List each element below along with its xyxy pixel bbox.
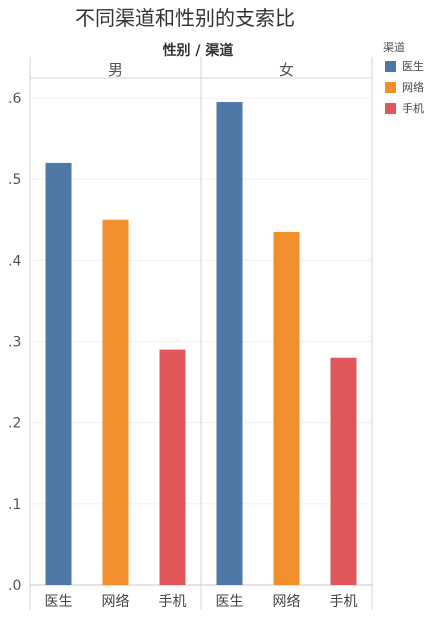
bar (216, 102, 243, 585)
x-tick-label: 网络 (273, 594, 301, 610)
y-axis: .0 .1 .2 .3 .4 .5 .6 (8, 91, 21, 594)
legend-label: 医生 (402, 59, 424, 73)
x-tick-label: 手机 (330, 594, 358, 610)
bar (330, 357, 357, 585)
x-tick-label: 医生 (216, 594, 244, 610)
bars-layer (45, 102, 357, 586)
legend-label: 网络 (402, 80, 424, 94)
bar (102, 219, 129, 585)
y-tick-label: .6 (8, 91, 21, 107)
plot-frame (29, 57, 373, 610)
panel-header: 女 (279, 61, 294, 79)
bar (273, 231, 300, 586)
bar (159, 349, 186, 585)
x-tick-label: 手机 (159, 594, 187, 610)
x-tick-label: 网络 (102, 594, 130, 610)
x-axis: 医生 网络 手机 医生 网络 手机 (45, 594, 358, 610)
y-tick-label: .2 (8, 416, 21, 432)
y-tick-label: .1 (8, 497, 21, 513)
panel-header: 男 (108, 61, 123, 79)
legend-label: 手机 (402, 101, 424, 115)
y-tick-label: .0 (8, 578, 21, 594)
y-tick-label: .5 (8, 172, 21, 188)
chart-title: 不同渠道和性别的支索比 (75, 6, 295, 30)
chart-subtitle: 性别 / 渠道 (163, 42, 234, 59)
legend-swatch (385, 82, 396, 93)
bar (45, 162, 72, 585)
x-tick-label: 医生 (45, 594, 73, 610)
legend-swatch (385, 103, 396, 114)
legend-swatch (385, 61, 396, 72)
legend-title: 渠道 (383, 40, 405, 54)
y-tick-label: .3 (8, 335, 21, 351)
y-tick-label: .4 (8, 253, 21, 269)
panel-headers: 男女 (108, 61, 294, 79)
